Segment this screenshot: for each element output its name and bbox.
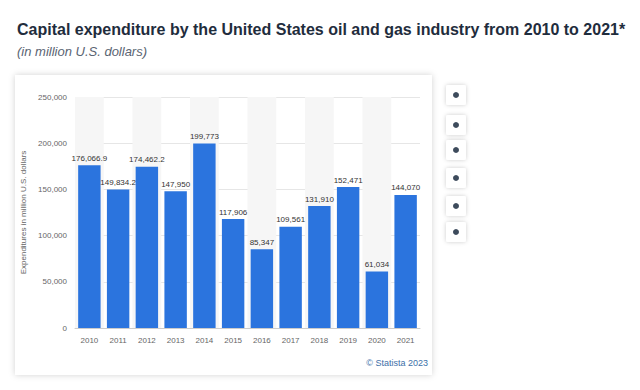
svg-text:109,561: 109,561 [276,215,305,224]
svg-text:© Statista 2023: © Statista 2023 [366,358,428,368]
svg-text:2019: 2019 [339,336,357,345]
svg-text:2011: 2011 [110,336,128,345]
svg-text:199,773: 199,773 [190,132,219,141]
svg-text:2021: 2021 [397,336,415,345]
svg-text:(in million U.S. dollars): (in million U.S. dollars) [17,44,147,59]
svg-text:200,000: 200,000 [38,139,67,148]
svg-text:2015: 2015 [224,336,242,345]
svg-text:2016: 2016 [253,336,271,345]
svg-text:144,070: 144,070 [391,183,420,192]
svg-text:117,906: 117,906 [219,208,248,217]
svg-text:Expenditures in million U.S. d: Expenditures in million U.S. dollars [19,151,28,275]
svg-text:61,034: 61,034 [365,260,390,269]
svg-text:2013: 2013 [167,336,185,345]
svg-text:174,462.2: 174,462.2 [129,155,165,164]
svg-text:131,910: 131,910 [305,195,334,204]
svg-text:2017: 2017 [282,336,300,345]
svg-text:250,000: 250,000 [38,93,67,102]
svg-text:2014: 2014 [195,336,213,345]
svg-text:147,950: 147,950 [161,180,190,189]
svg-text:2012: 2012 [138,336,156,345]
svg-text:176,066.9: 176,066.9 [72,154,108,163]
svg-text:Capital expenditure by the Uni: Capital expenditure by the United States… [17,21,626,38]
svg-text:149,834.2: 149,834.2 [100,178,136,187]
svg-text:2018: 2018 [310,336,328,345]
svg-text:85,347: 85,347 [250,238,275,247]
svg-text:2010: 2010 [80,336,98,345]
svg-text:50,000: 50,000 [43,277,68,286]
svg-text:0: 0 [63,324,68,333]
svg-text:150,000: 150,000 [38,185,67,194]
svg-text:152,471: 152,471 [334,176,363,185]
svg-text:2020: 2020 [368,336,386,345]
svg-text:100,000: 100,000 [38,231,67,240]
